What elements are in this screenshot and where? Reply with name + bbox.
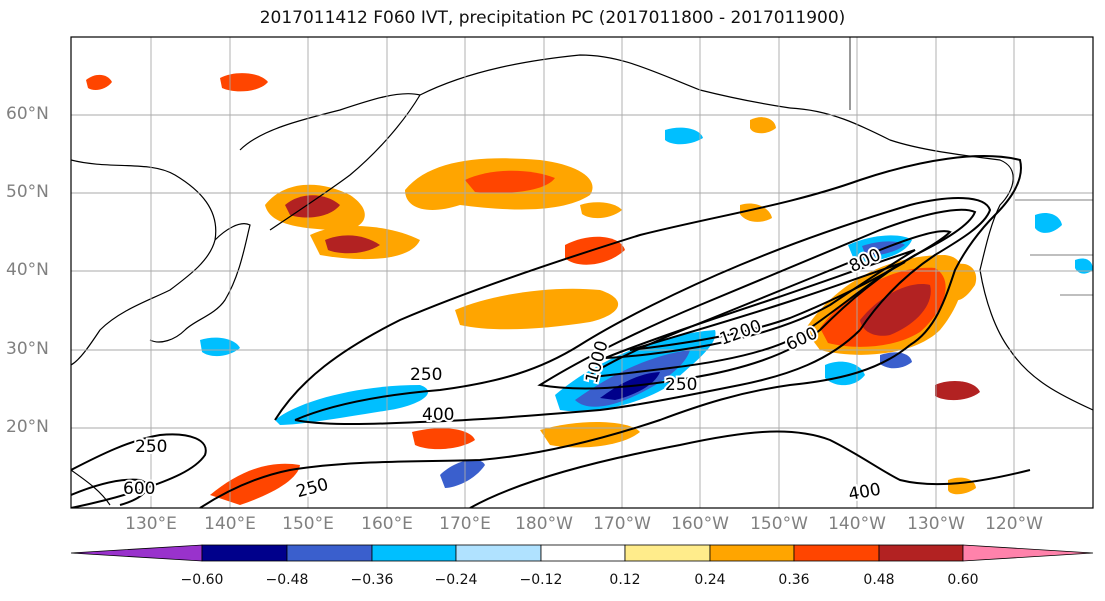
ivt-contour-600-south (71, 478, 148, 506)
precip-anomaly-area (935, 380, 980, 401)
lon-label: 150°W (750, 514, 808, 534)
ivt-contour-800 (584, 230, 952, 379)
colorbar-tick-label: 0.24 (694, 572, 726, 588)
ivt-contour-400 (294, 197, 992, 421)
colorbar-tick-label: −0.12 (519, 572, 563, 588)
lon-label: 140°W (828, 514, 886, 534)
precip-anomaly-area (285, 195, 340, 218)
precip-anomaly-area (1035, 213, 1062, 233)
colorbar-tick-label: −0.48 (265, 572, 309, 588)
lon-label: 180°W (515, 514, 573, 534)
precip-anomaly-area (1075, 258, 1093, 274)
colorbar-segment (793, 544, 880, 562)
ivt-contour-400 (294, 329, 861, 426)
map-area (71, 37, 1093, 508)
precip-shading (86, 73, 1093, 505)
ivt-contour-250 (274, 155, 1022, 421)
contour-label: 600 (123, 479, 155, 499)
precip-anomaly-area (210, 463, 300, 505)
precip-anomaly-area (580, 202, 622, 219)
lat-label: 50°N (6, 182, 49, 202)
precip-anomaly-area (440, 459, 485, 488)
lon-label: 140°E (204, 514, 256, 534)
colorbar-segment (201, 544, 288, 562)
colorbar-tick-label: 0.48 (863, 572, 895, 588)
contour-label: 250 (665, 375, 697, 395)
lat-label: 20°N (6, 417, 49, 437)
colorbar-tick-label: 0.60 (947, 572, 979, 588)
colorbar-tick-label: −0.60 (180, 572, 224, 588)
colorbar-segment (540, 544, 626, 562)
colorbar-segment (455, 544, 542, 562)
lat-label: 40°N (6, 260, 49, 280)
colorbar-segment (624, 544, 711, 562)
lon-label: 150°E (282, 514, 334, 534)
ivt-contour-250-south (71, 433, 207, 508)
lon-label: 170°E (439, 514, 491, 534)
ivt-contour-600 (537, 208, 977, 390)
lon-label: 170°W (593, 514, 651, 534)
ivt-contour-1000 (604, 249, 916, 359)
ivt-contour-1200 (629, 261, 906, 351)
colorbar-tick-label: 0.12 (609, 572, 641, 588)
coastline-japan (149, 223, 251, 343)
lon-label: 120°W (985, 514, 1043, 534)
lon-label: 160°W (671, 514, 729, 534)
colorbar-tick-label: 0.36 (778, 572, 810, 588)
precip-anomaly-area (575, 350, 690, 407)
contour-label: 250 (135, 437, 167, 457)
colorbar-segment (878, 544, 964, 562)
precip-anomaly-area (665, 127, 703, 145)
precip-anomaly-area (455, 288, 619, 330)
lon-label: 160°E (361, 514, 413, 534)
precip-anomaly-area (750, 117, 776, 134)
precip-anomaly-area (412, 428, 475, 450)
precip-anomaly-area (86, 74, 112, 90)
colorbar-extend-min (70, 544, 203, 562)
lat-label: 30°N (6, 339, 49, 359)
contour-label: 400 (847, 480, 882, 505)
colorbar (70, 544, 1094, 562)
figure-title: 2017011412 F060 IVT, precipitation PC (2… (259, 8, 846, 28)
map-frame (70, 36, 1094, 509)
colorbar-segment (286, 544, 373, 562)
lat-label: 60°N (6, 104, 49, 124)
coastline-asia (71, 159, 217, 366)
ivt-contour-250 (199, 344, 911, 508)
precip-anomaly-area (465, 170, 555, 194)
coastline-china-south (71, 469, 111, 506)
lon-label: 130°E (125, 514, 177, 534)
colorbar-extend-max (962, 544, 1094, 562)
colorbar-segment (709, 544, 795, 562)
ivt-contour-lower (469, 430, 1031, 508)
contour-label: 400 (422, 405, 454, 425)
colorbar-tick-label: −0.24 (434, 572, 478, 588)
precip-anomaly-area (325, 235, 380, 254)
precip-anomaly-area (860, 284, 931, 336)
precip-anomaly-area (880, 352, 912, 369)
contour-label: 250 (410, 365, 442, 385)
colorbar-segment (371, 544, 457, 562)
ivt-contours (71, 155, 1031, 508)
precip-anomaly-area (950, 263, 977, 301)
lon-label: 130°W (907, 514, 965, 534)
precip-anomaly-area (740, 203, 772, 222)
precip-anomaly-area (220, 73, 268, 92)
colorbar-tick-label: −0.36 (350, 572, 394, 588)
